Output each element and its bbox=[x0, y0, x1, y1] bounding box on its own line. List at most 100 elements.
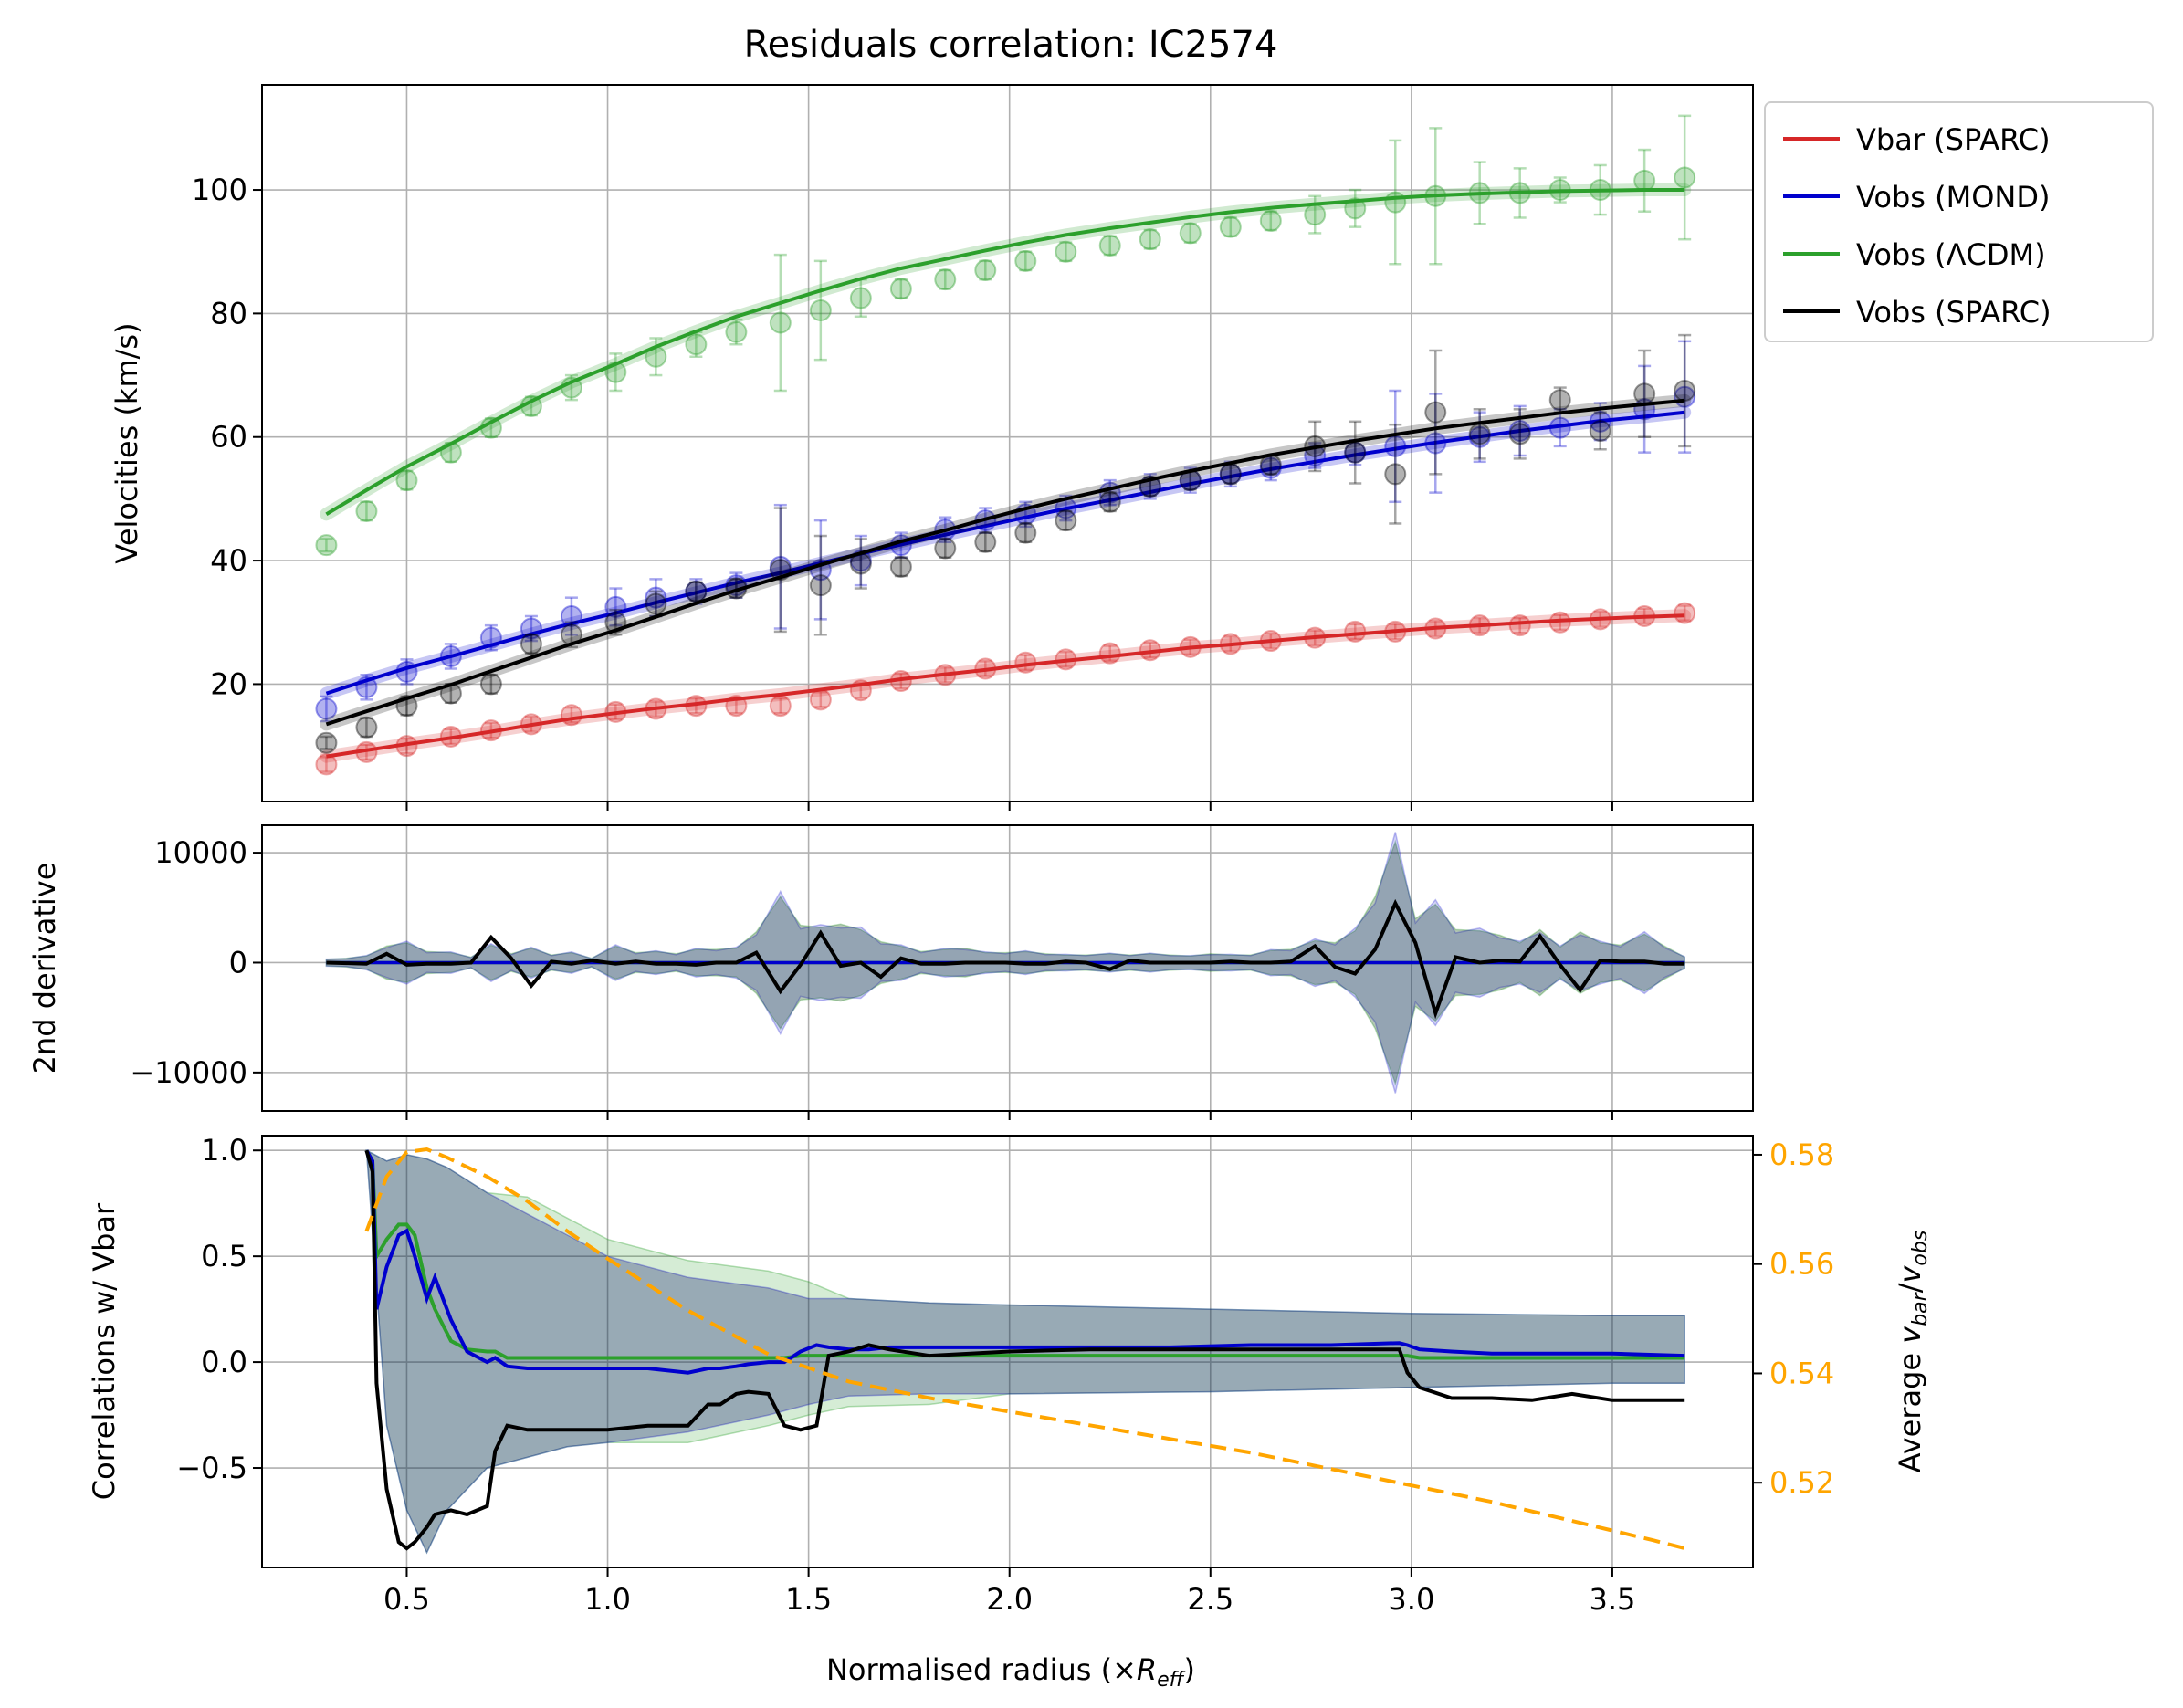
data-point bbox=[1344, 197, 1367, 220]
data-point bbox=[1344, 441, 1367, 464]
y-tick-label: 0 bbox=[229, 945, 247, 980]
data-point bbox=[974, 530, 997, 553]
fit-line bbox=[325, 410, 1685, 696]
legend-label: Vobs (SPARC) bbox=[1856, 295, 2052, 330]
data-point bbox=[1055, 509, 1077, 532]
ratio-line bbox=[364, 1147, 1685, 1550]
x-tick-label: 3.5 bbox=[1589, 1582, 1635, 1617]
correlations-panel: 1.0 0.5 0.0 −0.5 0.58 0.56 0.54 0.52 Correlation… bbox=[87, 1133, 1932, 1617]
derivative-plot bbox=[325, 832, 1685, 1094]
x-axis-label: Normalised radius (×Reff) bbox=[826, 1652, 1195, 1692]
line-Vobs (SPARC) bbox=[326, 898, 1685, 1020]
data-point bbox=[1548, 389, 1571, 412]
data-point bbox=[1259, 209, 1282, 232]
data-point bbox=[1424, 401, 1447, 424]
data-point bbox=[934, 268, 957, 291]
y-tick-label: 20 bbox=[210, 666, 247, 701]
data-point bbox=[1219, 215, 1242, 238]
data-point bbox=[315, 534, 338, 557]
data-point bbox=[645, 592, 667, 615]
legend-label: Vbar (SPARC) bbox=[1856, 122, 2051, 157]
data-point bbox=[1674, 379, 1696, 402]
data-point bbox=[1344, 620, 1367, 643]
data-point bbox=[769, 311, 792, 334]
chart-title: Residuals correlation: IC2574 bbox=[744, 24, 1278, 66]
right-y-tick-label: 0.58 bbox=[1769, 1137, 1834, 1172]
data-point bbox=[1674, 166, 1696, 189]
legend-label: Vobs (ΛCDM) bbox=[1856, 237, 2046, 272]
x-tick-label: 1.0 bbox=[584, 1582, 631, 1617]
data-point bbox=[1468, 423, 1491, 445]
data-point bbox=[1508, 423, 1531, 445]
y-axis-label: 2nd derivative bbox=[27, 863, 62, 1074]
right-y-tick-label: 0.54 bbox=[1769, 1356, 1834, 1390]
data-point bbox=[1179, 222, 1202, 245]
data-point bbox=[725, 320, 748, 343]
data-point bbox=[685, 580, 708, 603]
data-point bbox=[395, 469, 418, 492]
data-point bbox=[355, 499, 378, 522]
y-tick-label: 60 bbox=[210, 420, 247, 455]
data-point bbox=[889, 555, 912, 578]
y-tick-label: −10000 bbox=[130, 1055, 247, 1090]
x-tick-label: 2.5 bbox=[1187, 1582, 1233, 1617]
y-axis-label: Correlations w/ Vbar bbox=[87, 1202, 121, 1500]
data-point bbox=[315, 697, 338, 720]
fit-band bbox=[320, 183, 1692, 521]
data-point bbox=[809, 299, 832, 322]
data-point bbox=[1098, 642, 1121, 665]
y-tick-label: 80 bbox=[210, 296, 247, 330]
data-point bbox=[1633, 382, 1656, 405]
fit-line bbox=[325, 398, 1685, 727]
data-point bbox=[1674, 602, 1696, 624]
axes-frame bbox=[261, 1135, 1754, 1568]
data-point bbox=[934, 537, 957, 560]
data-point bbox=[1098, 234, 1121, 257]
axes-frame bbox=[261, 824, 1754, 1112]
legend: Vbar (SPARC) Vobs (MOND) Vobs (ΛCDM) Vobs (… bbox=[1764, 101, 2154, 342]
data-point bbox=[1014, 521, 1037, 544]
axes-frame bbox=[261, 84, 1754, 802]
second-derivative-panel: 10000 0 −10000 2nd derivative bbox=[27, 824, 1754, 1120]
x-tick-label: 3.0 bbox=[1388, 1582, 1434, 1617]
y-tick-label: 0.0 bbox=[201, 1345, 247, 1379]
data-point bbox=[479, 673, 502, 696]
y-tick-label: −0.5 bbox=[176, 1451, 247, 1485]
series-Vobs (MOND) bbox=[315, 340, 1696, 723]
series-Vobs (SPARC) bbox=[315, 333, 1696, 754]
data-point bbox=[520, 633, 542, 655]
data-point bbox=[560, 704, 582, 727]
y-tick-label: 40 bbox=[210, 543, 247, 578]
data-point bbox=[1589, 419, 1611, 442]
data-point bbox=[1508, 614, 1531, 637]
data-point bbox=[685, 333, 708, 356]
line-Vobs (SPARC) bbox=[364, 1149, 1685, 1551]
series-Vobs (ΛCDM) bbox=[315, 114, 1696, 557]
data-point bbox=[315, 753, 338, 776]
y-tick-label: 100 bbox=[192, 173, 247, 207]
x-tick-label: 0.5 bbox=[383, 1582, 430, 1617]
data-point bbox=[1384, 191, 1407, 214]
y-axis-label: Velocities (km/s) bbox=[110, 322, 144, 563]
fit-line bbox=[326, 613, 1685, 759]
x-tick-label: 1.5 bbox=[785, 1582, 832, 1617]
data-point bbox=[809, 574, 832, 597]
series-Vbar (SPARC) bbox=[315, 602, 1696, 776]
fit-line bbox=[325, 188, 1685, 517]
data-point bbox=[1055, 240, 1077, 263]
data-point bbox=[1098, 490, 1121, 513]
data-point bbox=[355, 716, 378, 739]
legend-box bbox=[1764, 101, 2154, 342]
right-y-tick-label: 0.56 bbox=[1769, 1247, 1834, 1282]
correlation-plot bbox=[364, 1147, 1685, 1555]
data-point bbox=[974, 259, 997, 282]
data-point bbox=[1384, 463, 1407, 486]
y-tick-label: 1.0 bbox=[201, 1133, 247, 1168]
legend-label: Vobs (MOND) bbox=[1856, 180, 2050, 215]
data-point bbox=[889, 278, 912, 300]
right-y-tick-label: 0.52 bbox=[1769, 1465, 1834, 1500]
velocities-panel: 20 40 60 80 100 Velocities (km/s) bbox=[110, 84, 1754, 811]
data-point bbox=[849, 287, 872, 309]
data-point bbox=[315, 731, 338, 754]
